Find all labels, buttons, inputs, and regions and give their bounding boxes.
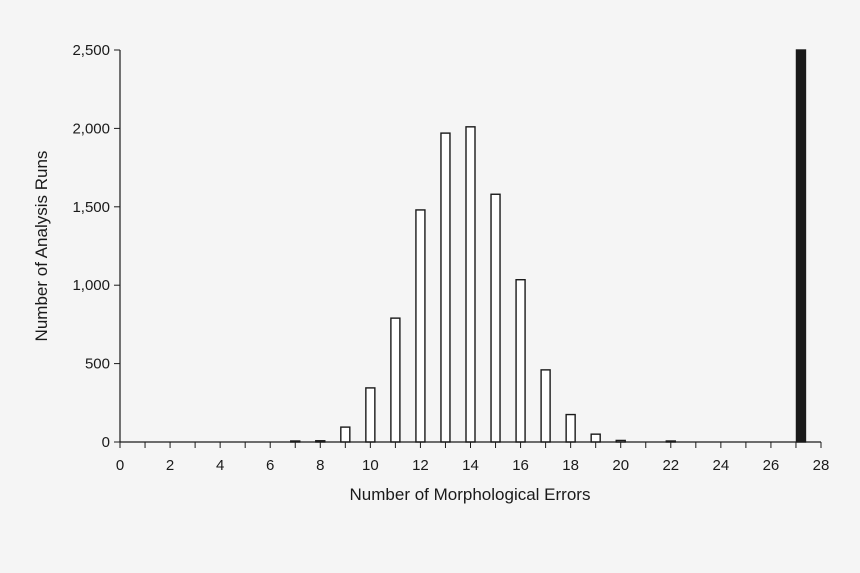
y-tick-label-0: 0 bbox=[102, 434, 110, 451]
x-tick-label-12: 12 bbox=[412, 457, 429, 474]
bars-group bbox=[290, 49, 807, 443]
bar-s0-x12 bbox=[415, 209, 426, 443]
y-tick-label-2500: 2,500 bbox=[72, 42, 110, 59]
x-tick-label-20: 20 bbox=[612, 457, 629, 474]
y-tick-label-1000: 1,000 bbox=[72, 277, 110, 294]
x-tick-label-26: 26 bbox=[763, 457, 780, 474]
x-tick-label-16: 16 bbox=[512, 457, 529, 474]
bar-s0-x11 bbox=[390, 317, 401, 443]
bar-s0-x15 bbox=[490, 193, 501, 443]
x-tick-label-14: 14 bbox=[462, 457, 479, 474]
x-tick-label-4: 4 bbox=[216, 457, 224, 474]
bar-s0-x16 bbox=[515, 279, 526, 443]
x-axis-title: Number of Morphological Errors bbox=[350, 485, 591, 504]
x-tick-label-2: 2 bbox=[166, 457, 174, 474]
x-tick-label-18: 18 bbox=[562, 457, 579, 474]
x-tick-label-22: 22 bbox=[662, 457, 679, 474]
x-tick-label-6: 6 bbox=[266, 457, 274, 474]
bar-s0-x9 bbox=[340, 426, 351, 443]
x-tick-label-8: 8 bbox=[316, 457, 324, 474]
x-tick-label-10: 10 bbox=[362, 457, 379, 474]
bar-s0-x17 bbox=[540, 369, 551, 443]
bar-s0-x14 bbox=[465, 126, 476, 443]
bar-s0-x10 bbox=[365, 387, 376, 443]
bar-s0-x13 bbox=[440, 132, 451, 443]
bar-s0-x19 bbox=[590, 433, 601, 443]
bar-s1-x27_2 bbox=[795, 49, 807, 443]
y-tick-label-500: 500 bbox=[85, 356, 110, 373]
x-ticks-group: 0 2 4 6 8 10 12 14 16 18 20 22 24 26 28 bbox=[116, 442, 830, 474]
y-tick-label-2000: 2,000 bbox=[72, 120, 110, 137]
y-ticks-group: 0 500 1,000 1,500 2,000 2,500 bbox=[72, 42, 120, 451]
x-tick-label-28: 28 bbox=[813, 457, 830, 474]
x-tick-label-24: 24 bbox=[713, 457, 730, 474]
y-axis-title: Number of Analysis Runs bbox=[32, 151, 51, 342]
x-tick-label-0: 0 bbox=[116, 457, 124, 474]
bar-s0-x18 bbox=[565, 413, 576, 443]
y-tick-label-1500: 1,500 bbox=[72, 199, 110, 216]
